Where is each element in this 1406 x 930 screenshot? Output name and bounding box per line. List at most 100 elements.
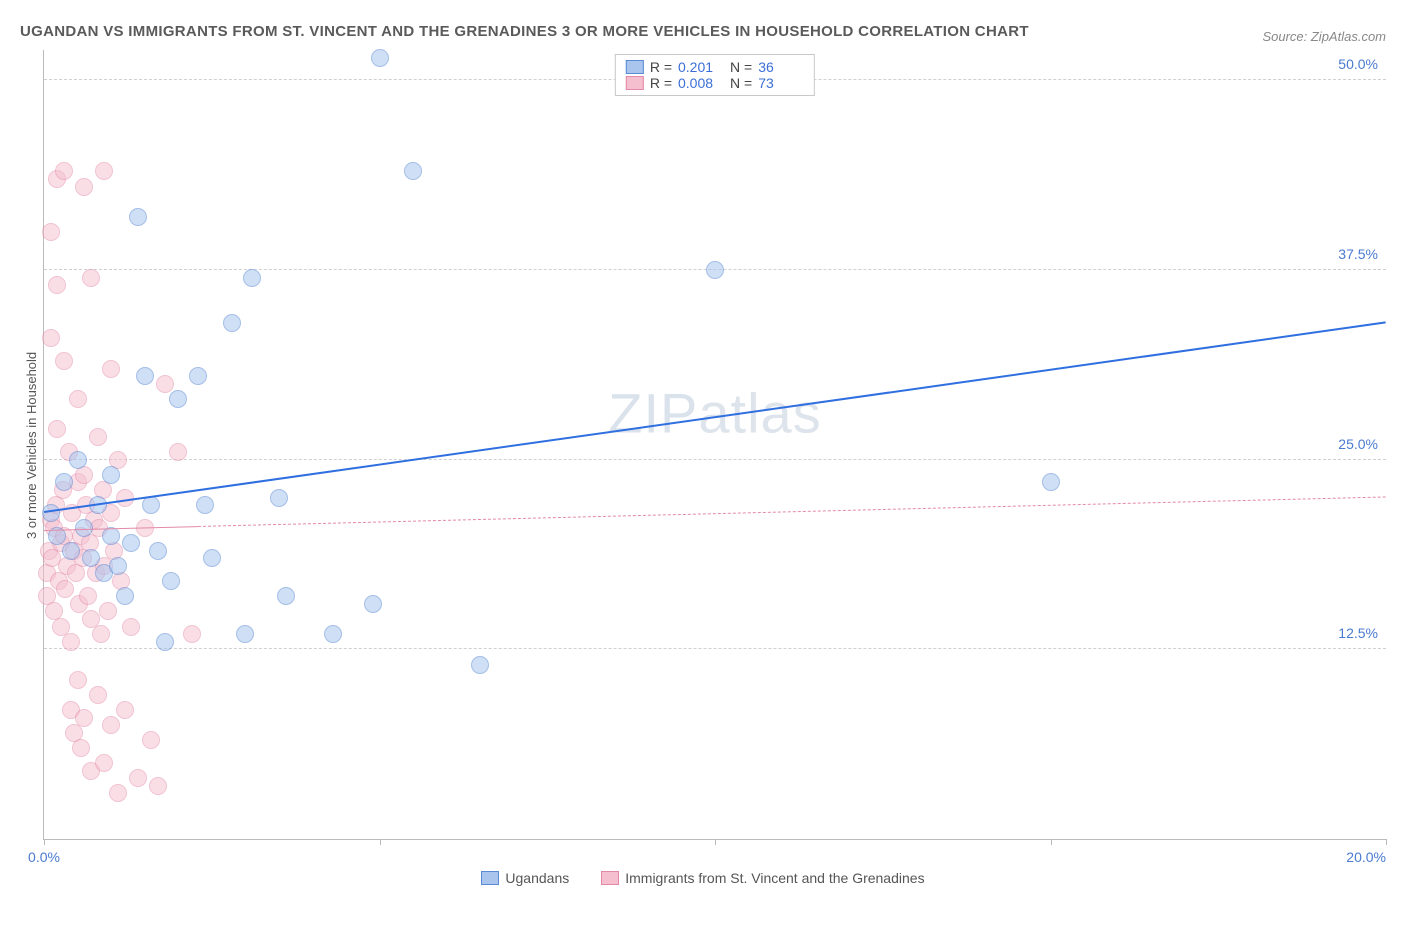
watermark-bold: ZIP (608, 381, 698, 444)
watermark-thin: atlas (698, 381, 821, 444)
data-point (122, 534, 140, 552)
data-point (196, 496, 214, 514)
y-tick-label: 25.0% (1338, 436, 1378, 452)
data-point (149, 777, 167, 795)
data-point (706, 261, 724, 279)
x-tick (715, 839, 716, 845)
data-point (270, 489, 288, 507)
data-point (109, 557, 127, 575)
data-point (371, 49, 389, 67)
n-label: N = (730, 75, 752, 91)
data-point (92, 625, 110, 643)
data-point (156, 375, 174, 393)
data-point (56, 580, 74, 598)
r-value: 0.201 (678, 59, 724, 75)
watermark: ZIPatlas (608, 380, 821, 445)
legend-label: Immigrants from St. Vincent and the Gren… (625, 870, 924, 886)
data-point (95, 162, 113, 180)
data-point (62, 633, 80, 651)
legend-stats-row: R = 0.008 N = 73 (626, 75, 804, 91)
data-point (169, 390, 187, 408)
data-point (364, 595, 382, 613)
data-point (48, 420, 66, 438)
data-point (136, 367, 154, 385)
legend-item: Immigrants from St. Vincent and the Gren… (601, 870, 924, 886)
data-point (42, 223, 60, 241)
n-value: 36 (758, 59, 804, 75)
data-point (62, 542, 80, 560)
y-tick-label: 50.0% (1338, 56, 1378, 72)
gridline (44, 648, 1386, 649)
x-tick (44, 839, 45, 845)
chart-title: UGANDAN VS IMMIGRANTS FROM ST. VINCENT A… (20, 20, 1029, 44)
data-point (203, 549, 221, 567)
data-point (89, 686, 107, 704)
source-attribution: Source: ZipAtlas.com (1262, 29, 1386, 44)
data-point (55, 162, 73, 180)
legend-stats-row: R = 0.201 N = 36 (626, 59, 804, 75)
data-point (89, 428, 107, 446)
data-point (223, 314, 241, 332)
n-value: 73 (758, 75, 804, 91)
data-point (72, 739, 90, 757)
data-point (404, 162, 422, 180)
data-point (1042, 473, 1060, 491)
x-tick-label: 20.0% (1346, 849, 1386, 865)
data-point (162, 572, 180, 590)
data-point (236, 625, 254, 643)
legend-item: Ugandans (481, 870, 569, 886)
chart-header: UGANDAN VS IMMIGRANTS FROM ST. VINCENT A… (20, 20, 1386, 44)
x-tick (380, 839, 381, 845)
data-point (189, 367, 207, 385)
data-point (42, 329, 60, 347)
r-label: R = (650, 59, 672, 75)
data-point (55, 352, 73, 370)
data-point (95, 754, 113, 772)
data-point (156, 633, 174, 651)
bottom-legend: Ugandans Immigrants from St. Vincent and … (20, 870, 1386, 886)
data-point (183, 625, 201, 643)
data-point (102, 716, 120, 734)
data-point (99, 602, 117, 620)
legend-label: Ugandans (505, 870, 569, 886)
data-point (129, 208, 147, 226)
data-point (48, 276, 66, 294)
legend-swatch (626, 60, 644, 74)
data-point (277, 587, 295, 605)
data-point (149, 542, 167, 560)
data-point (109, 784, 127, 802)
y-tick-label: 12.5% (1338, 625, 1378, 641)
y-tick-label: 37.5% (1338, 246, 1378, 262)
legend-swatch (601, 871, 619, 885)
data-point (102, 360, 120, 378)
gridline (44, 459, 1386, 460)
data-point (116, 587, 134, 605)
data-point (75, 178, 93, 196)
data-point (243, 269, 261, 287)
data-point (69, 671, 87, 689)
data-point (69, 390, 87, 408)
data-point (122, 618, 140, 636)
correlation-chart: UGANDAN VS IMMIGRANTS FROM ST. VINCENT A… (20, 20, 1386, 886)
n-label: N = (730, 59, 752, 75)
trend-line (44, 321, 1386, 513)
data-point (116, 701, 134, 719)
data-point (142, 731, 160, 749)
x-tick (1051, 839, 1052, 845)
x-tick-label: 0.0% (28, 849, 60, 865)
data-point (169, 443, 187, 461)
data-point (471, 656, 489, 674)
legend-swatch (626, 76, 644, 90)
plot-container: 3 or more Vehicles in Household ZIPatlas… (20, 50, 1386, 840)
r-label: R = (650, 75, 672, 91)
data-point (142, 496, 160, 514)
r-value: 0.008 (678, 75, 724, 91)
data-point (75, 709, 93, 727)
data-point (129, 769, 147, 787)
y-axis-label: 3 or more Vehicles in Household (20, 50, 43, 840)
trend-line (198, 497, 1386, 528)
data-point (82, 549, 100, 567)
data-point (102, 466, 120, 484)
legend-swatch (481, 871, 499, 885)
data-point (69, 451, 87, 469)
